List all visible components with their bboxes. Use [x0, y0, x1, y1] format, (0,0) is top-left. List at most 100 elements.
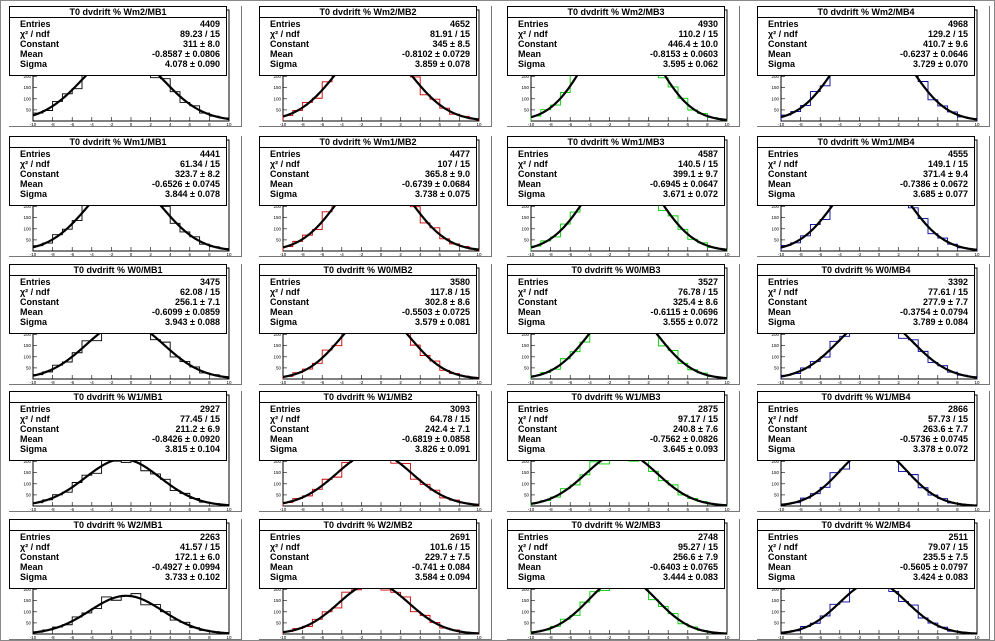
stats-box: Entries 2511 χ² / ndf 79.07 / 15 Constant 235… [757, 531, 975, 589]
stat-label: Constant [270, 552, 309, 562]
x-tick-label: -10 [30, 380, 37, 385]
x-tick-label: -6 [818, 252, 822, 257]
x-tick-label: 8 [956, 252, 959, 257]
stat-label: Entries [270, 404, 301, 414]
x-tick-label: -2 [109, 635, 113, 640]
x-tick-label: -10 [30, 635, 37, 640]
x-tick-label: 6 [439, 122, 442, 127]
y-tick-label: 50 [774, 107, 780, 112]
y-tick-label: 100 [521, 481, 529, 486]
x-tick-label: 6 [937, 122, 940, 127]
stat-value: 4477 [449, 149, 470, 159]
x-tick-label: 0 [380, 507, 383, 512]
stat-row-chi2: χ² / ndf 101.6 / 15 [270, 542, 470, 552]
stat-value: -0.4927 ± 0.0994 [152, 562, 220, 572]
x-tick-label: -8 [51, 507, 55, 512]
histogram-title: T0 dvdrift % W0/MB4 [757, 264, 975, 276]
y-tick-label: 50 [276, 365, 282, 370]
x-tick-label: 2 [647, 507, 650, 512]
stat-row-mean: Mean -0.6237 ± 0.0646 [768, 49, 968, 59]
x-tick-label: 10 [226, 252, 232, 257]
x-tick-label: 8 [458, 507, 461, 512]
stat-value: -0.6237 ± 0.0646 [900, 49, 968, 59]
y-tick-label: 50 [524, 492, 530, 497]
stat-row-constant: Constant 211.2 ± 6.9 [20, 424, 220, 434]
stat-row-entries: Entries 4441 [20, 149, 220, 159]
x-tick-label: 0 [628, 635, 631, 640]
x-tick-label: 2 [399, 635, 402, 640]
stat-value: 89.23 / 15 [179, 29, 220, 39]
stat-row-entries: Entries 2691 [270, 532, 470, 542]
stat-value: 3.595 ± 0.062 [663, 59, 718, 69]
stat-row-constant: Constant 240.8 ± 7.6 [518, 424, 718, 434]
x-tick-label: 10 [476, 252, 482, 257]
x-tick-label: -2 [109, 252, 113, 257]
x-tick-label: 4 [667, 122, 670, 127]
stat-value: 41.57 / 15 [179, 542, 220, 552]
stat-row-constant: Constant 365.8 ± 9.0 [270, 169, 470, 179]
x-tick-label: 2 [149, 122, 152, 127]
stat-value: 256.6 ± 7.9 [673, 552, 718, 562]
stat-row-constant: Constant 325.4 ± 8.6 [518, 297, 718, 307]
x-tick-label: -6 [320, 380, 324, 385]
y-tick-label: 150 [771, 85, 779, 90]
x-tick-label: -2 [359, 507, 363, 512]
x-tick-label: 0 [130, 252, 133, 257]
stat-row-entries: Entries 4968 [768, 19, 968, 29]
x-tick-label: 6 [687, 635, 690, 640]
stats-box: Entries 4968 χ² / ndf 129.2 / 15 Constant 410… [757, 18, 975, 76]
x-tick-label: 2 [149, 507, 152, 512]
x-tick-label: -4 [90, 635, 94, 640]
stat-row-mean: Mean -0.8587 ± 0.0806 [20, 49, 220, 59]
x-tick-label: 8 [956, 635, 959, 640]
stat-row-chi2: χ² / ndf 77.61 / 15 [768, 287, 968, 297]
stat-row-mean: Mean -0.8153 ± 0.0603 [518, 49, 718, 59]
stat-row-constant: Constant 302.8 ± 8.6 [270, 297, 470, 307]
x-tick-label: -8 [799, 380, 803, 385]
x-tick-label: -6 [70, 635, 74, 640]
x-tick-label: -2 [607, 122, 611, 127]
y-tick-label: 50 [774, 365, 780, 370]
stat-value: 446.4 ± 10.0 [668, 39, 718, 49]
x-tick-label: 0 [878, 635, 881, 640]
stat-label: Entries [518, 277, 549, 287]
x-tick-label: -2 [857, 380, 861, 385]
stat-row-mean: Mean -0.5503 ± 0.0725 [270, 307, 470, 317]
stat-label: χ² / ndf [768, 414, 798, 424]
stat-value: -0.6739 ± 0.0684 [402, 179, 470, 189]
stat-row-sigma: Sigma 3.789 ± 0.084 [768, 317, 968, 327]
x-tick-label: -6 [818, 507, 822, 512]
y-tick-label: 200 [521, 587, 529, 592]
stat-row-constant: Constant 399.1 ± 9.7 [518, 169, 718, 179]
stat-row-mean: Mean -0.741 ± 0.084 [270, 562, 470, 572]
x-tick-label: 0 [628, 380, 631, 385]
stat-row-entries: Entries 4555 [768, 149, 968, 159]
x-tick-label: -4 [588, 635, 592, 640]
y-tick-label: 200 [23, 332, 31, 337]
histogram-title: T0 dvdrift % W2/MB3 [507, 519, 725, 531]
x-tick-label: -10 [280, 122, 287, 127]
x-tick-label: 2 [897, 635, 900, 640]
stat-label: Sigma [518, 317, 546, 327]
stat-value: -0.8426 ± 0.0920 [152, 434, 220, 444]
y-tick-label: 50 [26, 237, 32, 242]
y-tick-label: 150 [771, 215, 779, 220]
x-tick-label: 10 [974, 252, 980, 257]
stat-label: Sigma [20, 59, 48, 69]
histogram-title: T0 dvdrift % W1/MB3 [507, 391, 725, 403]
x-tick-label: -8 [799, 635, 803, 640]
stat-row-mean: Mean -0.7386 ± 0.0672 [768, 179, 968, 189]
x-tick-label: -8 [799, 507, 803, 512]
stat-label: Constant [20, 169, 59, 179]
x-tick-label: -8 [51, 122, 55, 127]
stat-value: -0.6403 ± 0.0765 [650, 562, 718, 572]
stat-label: Sigma [20, 189, 48, 199]
x-tick-label: 8 [208, 635, 211, 640]
stats-box: Entries 3475 χ² / ndf 62.08 / 15 Constant 256… [9, 276, 227, 334]
x-tick-label: 6 [937, 507, 940, 512]
stat-label: Constant [768, 552, 807, 562]
stat-row-chi2: χ² / ndf 57.73 / 15 [768, 414, 968, 424]
stat-value: 311 ± 8.0 [183, 39, 220, 49]
stat-row-constant: Constant 256.6 ± 7.9 [518, 552, 718, 562]
y-tick-label: 200 [273, 587, 281, 592]
